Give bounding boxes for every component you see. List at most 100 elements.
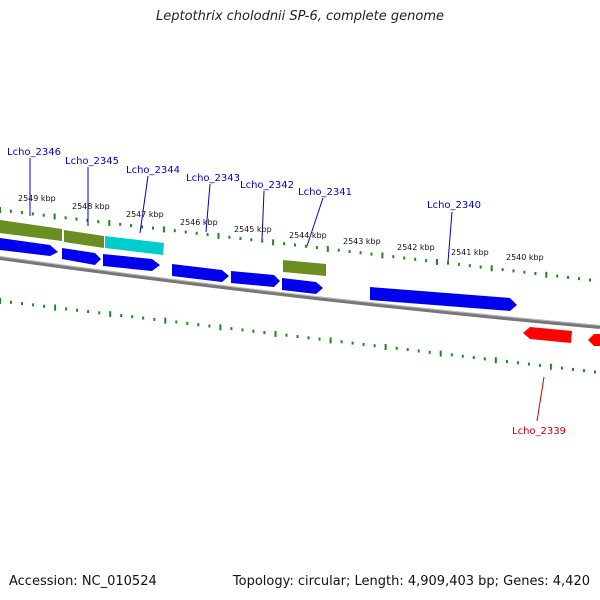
gene-callouts <box>29 158 545 422</box>
lower-tick-mark <box>98 311 101 315</box>
lower-tick-mark <box>384 344 387 350</box>
lower-tick-mark <box>373 344 376 348</box>
backbone-group <box>0 256 600 329</box>
upper-tick-mark <box>490 265 493 272</box>
lower-tick-mark <box>307 336 310 340</box>
gene-label-lcho-2344[interactable]: Lcho_2344 <box>126 165 180 176</box>
lower-tick-mark <box>164 317 167 324</box>
lower-tick-mark <box>230 327 233 331</box>
lower-tick-mark <box>483 357 486 361</box>
lower-tick-mark <box>450 353 453 357</box>
kbp-label: 2544 kbp <box>289 231 327 240</box>
gene-label-lcho-2341[interactable]: Lcho_2341 <box>298 187 352 198</box>
upper-tick-mark <box>108 220 111 226</box>
lower-tick-mark <box>87 310 90 313</box>
gene-forward-4 <box>172 264 229 282</box>
lower-tick-mark <box>417 349 420 353</box>
lower-tick-mark <box>142 316 145 320</box>
kbp-label: 2548 kbp <box>72 202 110 211</box>
lower-tick-mark <box>241 328 244 332</box>
kbp-labels: 2549 kbp 2548 kbp 2547 kbp 2546 kbp 2545… <box>18 194 544 262</box>
lower-tick-mark <box>10 300 12 304</box>
lower-tick-mark <box>285 333 288 337</box>
callout-line <box>447 211 453 263</box>
lower-tick-mark <box>560 366 563 370</box>
upper-tick-mark <box>578 277 581 281</box>
gene-olive-a <box>0 220 62 241</box>
gene-label-lcho-2345[interactable]: Lcho_2345 <box>65 156 119 167</box>
upper-tick-mark <box>42 213 45 217</box>
upper-tick-mark <box>141 225 143 229</box>
upper-tick-mark <box>567 275 570 279</box>
lower-tick-mark <box>296 335 299 338</box>
lower-tick-mark <box>153 317 156 321</box>
gene-label-lcho-2342[interactable]: Lcho_2342 <box>240 180 294 191</box>
upper-tick-mark <box>337 248 340 252</box>
gene-olive-c <box>283 260 326 276</box>
gene-forward-6 <box>282 278 323 294</box>
kbp-label: 2542 kbp <box>397 243 435 252</box>
upper-tick-mark <box>86 218 89 222</box>
lower-tick-mark <box>65 307 68 311</box>
upper-tick-mark <box>152 226 154 230</box>
upper-tick-mark <box>523 270 526 274</box>
lower-tick-mark <box>252 329 255 333</box>
lower-tick-mark <box>186 321 189 325</box>
upper-tick-mark <box>425 259 428 263</box>
upper-tick-mark <box>0 207 1 213</box>
upper-tick-mark <box>315 246 318 250</box>
gene-forward-2 <box>62 248 101 265</box>
reverse-genes <box>523 327 600 346</box>
upper-tick-mark <box>239 237 242 240</box>
lower-tick-mark <box>109 311 112 318</box>
lower-tick-mark <box>439 350 442 357</box>
upper-tick-mark <box>173 229 176 233</box>
lower-tick-mark <box>538 363 541 367</box>
upper-tick-mark <box>130 224 133 228</box>
upper-tick-mark <box>272 239 275 246</box>
kbp-label: 2545 kbp <box>234 225 272 234</box>
gene-label-lcho-2339[interactable]: Lcho_2339 <box>512 426 566 437</box>
upper-tick-mark <box>217 232 220 239</box>
lower-tick-mark <box>54 304 57 311</box>
lower-tick-mark <box>472 356 475 359</box>
upper-tick-mark <box>53 213 56 220</box>
upper-tick-mark <box>195 231 198 235</box>
lower-tick-mark <box>583 369 585 373</box>
gene-olive-b <box>64 230 104 248</box>
upper-tick-mark <box>556 274 559 278</box>
kbp-label: 2541 kbp <box>451 248 489 257</box>
lower-tick-mark <box>406 348 409 352</box>
genome-backbone-highlight <box>0 256 600 326</box>
gene-reverse-1 <box>523 327 572 343</box>
gene-forward-1 <box>0 238 58 256</box>
upper-tick-ring <box>0 207 591 282</box>
lower-tick-mark <box>175 320 178 324</box>
gene-label-lcho-2346[interactable]: Lcho_2346 <box>7 147 61 158</box>
upper-tick-mark <box>304 244 307 248</box>
forward-genes <box>0 238 517 311</box>
upper-tick-mark <box>20 211 23 215</box>
upper-tick-mark <box>162 226 165 233</box>
upper-tick-mark <box>64 216 67 220</box>
lower-tick-mark <box>0 298 1 304</box>
gene-label-lcho-2343[interactable]: Lcho_2343 <box>186 173 240 184</box>
lower-tick-mark <box>76 308 79 312</box>
lower-tick-mark <box>516 361 519 365</box>
kbp-label: 2543 kbp <box>343 237 381 246</box>
lower-tick-mark <box>208 324 211 328</box>
upper-tick-mark <box>436 258 438 265</box>
kbp-label: 2549 kbp <box>18 194 56 203</box>
gene-label-lcho-2340[interactable]: Lcho_2340 <box>427 200 481 211</box>
kbp-label: 2546 kbp <box>180 218 218 227</box>
upper-tick-mark <box>348 250 351 253</box>
upper-tick-mark <box>31 212 34 216</box>
callout-line <box>306 197 324 247</box>
callout-line <box>261 190 265 241</box>
lower-tick-mark <box>428 350 431 354</box>
lower-tick-mark <box>131 315 134 319</box>
genome-backbone <box>0 256 600 329</box>
gene-forward-5 <box>231 271 280 287</box>
upper-tick-mark <box>501 268 504 272</box>
